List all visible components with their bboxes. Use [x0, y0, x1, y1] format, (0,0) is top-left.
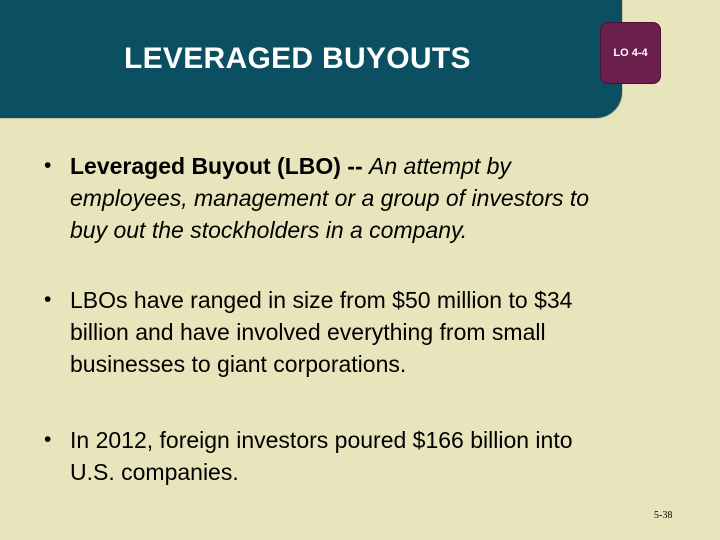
learning-objective-label: LO 4-4 — [613, 47, 648, 59]
definition-line-3: buy out the stockholders in a company. — [70, 217, 468, 243]
bullet-text: LBOs have ranged in size from $50 millio… — [70, 287, 573, 313]
bullet-line: • In 2012, foreign investors poured $166… — [44, 424, 573, 456]
title-banner — [0, 0, 622, 118]
bullet-text-line-2: U.S. companies. — [70, 459, 239, 485]
bullet-text-line-2: billion and have involved everything fro… — [70, 319, 546, 345]
bullet-line: • Leveraged Buyout (LBO) -- An attempt b… — [44, 150, 589, 182]
term-label: Leveraged Buyout (LBO) -- — [70, 153, 363, 179]
bullet-text-line-3: businesses to giant corporations. — [70, 351, 407, 377]
bullet-text: In 2012, foreign investors poured $166 b… — [70, 427, 573, 453]
learning-objective-badge: LO 4-4 — [600, 22, 661, 84]
bullet-lbo-definition: • Leveraged Buyout (LBO) -- An attempt b… — [44, 150, 589, 246]
slide-title: LEVERAGED BUYOUTS — [124, 42, 471, 75]
bullet-marker: • — [44, 154, 52, 177]
slide-number: 5-38 — [654, 510, 673, 521]
definition-line-2: employees, management or a group of inve… — [70, 185, 590, 211]
bullet-foreign-investment: • In 2012, foreign investors poured $166… — [44, 424, 573, 488]
bullet-lbo-size: • LBOs have ranged in size from $50 mill… — [44, 284, 572, 380]
bullet-marker: • — [44, 428, 52, 451]
bullet-marker: • — [44, 288, 52, 311]
definition-text: An attempt by — [369, 153, 511, 179]
bullet-line: • LBOs have ranged in size from $50 mill… — [44, 284, 572, 316]
